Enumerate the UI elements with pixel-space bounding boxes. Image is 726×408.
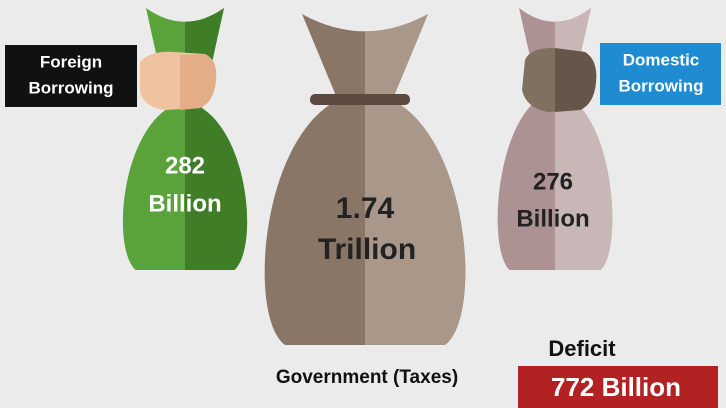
bag-caption: Government (Taxes): [276, 367, 458, 388]
bag-unit: Billion: [148, 190, 221, 217]
bag-unit: Billion: [516, 205, 589, 232]
bag-amount: 282: [165, 152, 205, 179]
domestic-label: Borrowing: [619, 76, 704, 95]
domestic-label: Domestic: [623, 50, 700, 69]
domestic-label-box: [600, 43, 721, 105]
deficit-title: Deficit: [548, 336, 616, 361]
hand-left-shade: [180, 54, 217, 110]
bag-amount: 1.74: [336, 192, 395, 225]
deficit-box: [518, 366, 718, 408]
rope: [310, 94, 410, 105]
bag-amount: 276: [533, 168, 573, 195]
bag-unit: Trillion: [318, 233, 416, 266]
foreign-label: Foreign: [40, 52, 102, 71]
hand-right-shade: [555, 48, 597, 112]
deficit-value: 772 Billion: [551, 372, 681, 402]
foreign-label-box: [5, 45, 137, 107]
foreign-label: Borrowing: [29, 78, 114, 97]
